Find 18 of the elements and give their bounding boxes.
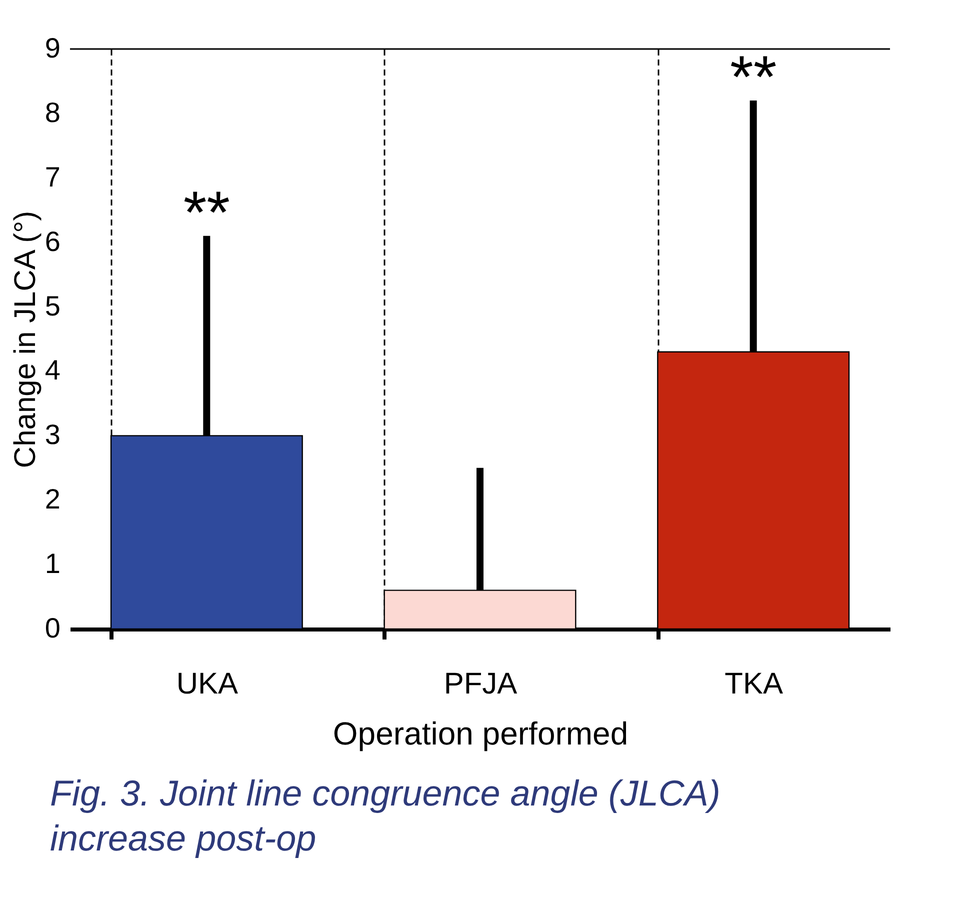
x-axis-title: Operation performed — [332, 716, 628, 752]
y-tick-label: 1 — [44, 548, 60, 580]
y-tick-label: 0 — [44, 612, 60, 644]
annotation: ** — [730, 44, 777, 111]
y-axis-title: Change in JLCA (°) — [8, 210, 42, 468]
y-tick-label: 5 — [44, 290, 60, 322]
caption: Fig. 3. Joint line congruence angle (JLCA) increase post-op — [50, 772, 720, 858]
x-tick-label: TKA — [724, 668, 784, 700]
y-tick-label: 4 — [44, 354, 60, 386]
y-tick-label: 6 — [44, 226, 60, 257]
annotation: ** — [183, 178, 230, 246]
y-tick-label: 2 — [44, 484, 60, 515]
x-tick-label: UKA — [176, 668, 238, 700]
y-tick-label: 8 — [44, 96, 60, 128]
y-tick-label: 9 — [44, 32, 60, 64]
y-tick-label: 7 — [44, 161, 60, 192]
y-tick-label: 3 — [44, 419, 60, 450]
x-tick-label: PFJA — [444, 668, 518, 700]
